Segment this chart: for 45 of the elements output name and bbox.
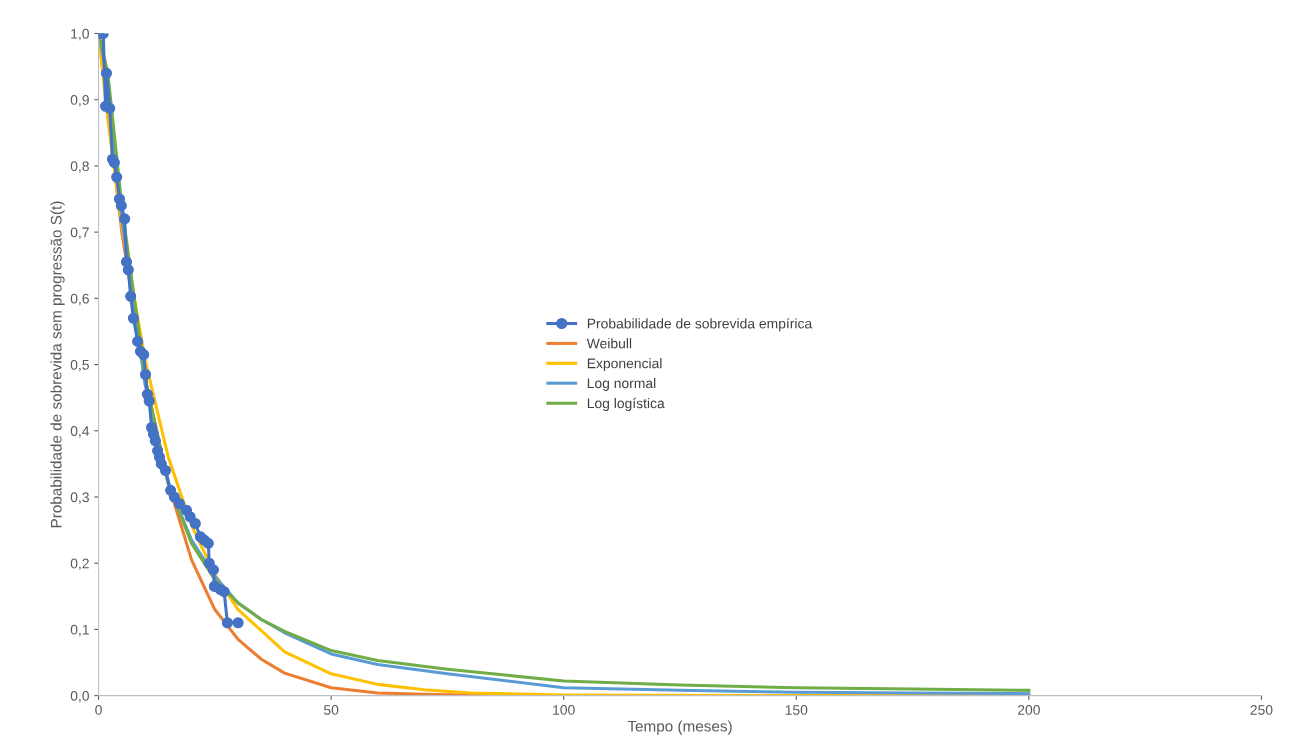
point: [104, 102, 116, 114]
y-tick-label: 0,6: [70, 293, 89, 306]
x-tick-label: 100: [553, 705, 575, 715]
y-tick-label: 0,5: [70, 359, 89, 372]
x-tick-label: 250: [1250, 705, 1273, 715]
y-tick-label: 1,0: [71, 28, 89, 41]
x-tick-label: 150: [785, 705, 808, 715]
legend-label: Exponencial: [587, 358, 662, 372]
y-tick-label: 0,1: [70, 624, 89, 637]
point: [232, 617, 244, 629]
y-tick-label: 0,9: [70, 95, 89, 107]
point: [122, 264, 134, 276]
point: [207, 564, 219, 576]
y-tick-label: 0,7: [70, 227, 89, 239]
point: [138, 349, 150, 361]
point: [132, 335, 144, 347]
x-axis-title: Tempo (meses): [627, 720, 732, 735]
legend-label: Log normal: [587, 377, 656, 391]
y-tick-label: 0,4: [70, 426, 90, 438]
point: [119, 213, 131, 225]
y-tick-label: 0,8: [70, 161, 89, 173]
point: [173, 498, 186, 510]
x-tick-label: 50: [323, 705, 339, 715]
point: [139, 368, 152, 381]
x-tick-label: 200: [1017, 705, 1040, 715]
point: [108, 157, 120, 169]
y-tick-label: 0,3: [70, 492, 89, 504]
x-tick-label: 0: [95, 705, 102, 715]
point: [149, 435, 161, 447]
point: [125, 290, 137, 302]
y-axis-title: Probabilidade de sobrevida sem progressão S(t): [50, 201, 65, 528]
point: [111, 171, 123, 183]
y-tick-label: 0,0: [70, 690, 89, 703]
point: [221, 617, 233, 629]
point: [100, 67, 113, 79]
point: [127, 312, 139, 324]
point: [115, 200, 127, 212]
point: [159, 464, 172, 477]
legend-label: Probabilidade de sobrevida empírica: [587, 318, 813, 332]
point: [202, 537, 214, 549]
legend-label: Weibull: [586, 338, 632, 349]
y-tick-label: 0,2: [70, 558, 89, 571]
legend-label: Log logística: [587, 397, 665, 411]
point: [189, 517, 201, 530]
point: [143, 395, 155, 407]
